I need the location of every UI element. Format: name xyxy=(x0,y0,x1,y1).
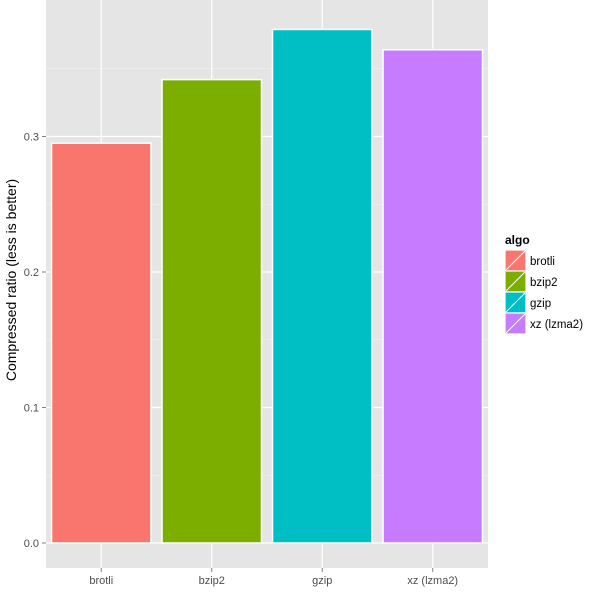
legend-key-slash xyxy=(505,313,526,334)
y-tick-label: 0.1 xyxy=(24,403,39,415)
y-tick-label: 0.3 xyxy=(24,132,39,144)
legend-key-slash xyxy=(505,271,526,292)
bar-bzip2 xyxy=(161,78,263,544)
x-tick-label: brotli xyxy=(89,575,113,587)
legend-label: bzip2 xyxy=(530,277,558,289)
legend: algo brotli bzip2 gzip xz (lzma2) xyxy=(504,233,583,335)
x-tick-label: gzip xyxy=(312,575,332,587)
legend-key-slash xyxy=(505,292,526,313)
legend-label: gzip xyxy=(530,298,551,310)
legend-key-slash xyxy=(505,250,526,271)
x-axis: brotli bzip2 gzip xz (lzma2) xyxy=(89,568,458,587)
legend-label: xz (lzma2) xyxy=(530,319,583,331)
legend-title: algo xyxy=(505,233,530,247)
x-tick-label: xz (lzma2) xyxy=(407,575,458,587)
bar-gzip xyxy=(271,28,373,544)
bar-xz-lzma2- xyxy=(382,49,484,544)
y-axis: 0.0 0.1 0.2 0.3 xyxy=(24,132,46,550)
y-tick-label: 0.2 xyxy=(24,267,39,279)
y-axis-title: Compressed ratio (less is better) xyxy=(3,179,19,381)
bars xyxy=(50,28,484,544)
legend-label: brotli xyxy=(530,256,555,268)
x-tick-label: bzip2 xyxy=(199,575,225,587)
y-tick-label: 0.0 xyxy=(24,538,39,550)
bar-brotli xyxy=(50,142,152,544)
